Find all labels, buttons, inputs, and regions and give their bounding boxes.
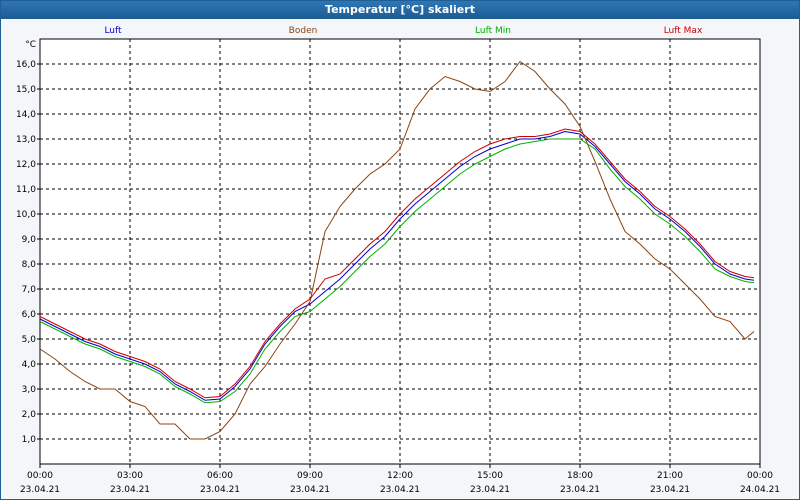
x-tick-time-label: 21:00 <box>657 471 683 481</box>
x-tick-time-label: 03:00 <box>117 471 143 481</box>
x-tick-date-label: 24.04.21 <box>740 485 780 495</box>
y-tick-label: 12,0 <box>16 160 36 170</box>
series-layer <box>39 60 755 440</box>
grid <box>40 39 760 464</box>
legend-entry-boden: Boden <box>289 26 318 36</box>
y-tick-label: 8,0 <box>22 260 37 270</box>
x-tick-time-label: 06:00 <box>207 471 233 481</box>
axes: 1,0 2,0 3,0 4,0 5,0 6,0 7,0 8,0 9,0 10,0 11,0 12,0 1… <box>16 40 780 495</box>
y-tick-label: 2,0 <box>22 410 37 420</box>
legend-entry-luft-min: Luft Min <box>475 26 511 36</box>
x-tick-date-label: 23.04.21 <box>380 485 420 495</box>
x-tick-date-label: 23.04.21 <box>110 485 150 495</box>
y-tick-label: 4,0 <box>22 360 37 370</box>
y-tick-label: 13,0 <box>16 135 36 145</box>
legend: Luft Boden Luft Min Luft Max <box>104 26 703 36</box>
series-line-luft <box>39 130 755 401</box>
y-tick-label: 6,0 <box>22 310 37 320</box>
x-tick-time-label: 12:00 <box>387 471 413 481</box>
legend-entry-luft-max: Luft Max <box>664 26 703 36</box>
y-tick-label: 14,0 <box>16 110 36 120</box>
y-tick-label: 7,0 <box>22 285 37 295</box>
series-line-boden <box>39 60 755 440</box>
series-line-luft-max <box>39 128 755 399</box>
y-tick-label: 10,0 <box>16 210 36 220</box>
y-tick-label: 3,0 <box>22 385 37 395</box>
x-tick-date-label: 23.04.21 <box>470 485 510 495</box>
x-tick-time-label: 09:00 <box>297 471 323 481</box>
y-tick-label: 9,0 <box>22 235 37 245</box>
x-tick-date-label: 23.04.21 <box>290 485 330 495</box>
x-tick-date-label: 23.04.21 <box>560 485 600 495</box>
x-tick-time-label: 00:00 <box>27 471 53 481</box>
y-tick-label: 15,0 <box>16 85 36 95</box>
y-tick-label: 11,0 <box>16 185 36 195</box>
x-tick-date-label: 23.04.21 <box>20 485 60 495</box>
x-tick-time-label: 18:00 <box>567 471 593 481</box>
window-title: Temperatur [°C] skaliert <box>1 1 799 19</box>
x-tick-time-label: 15:00 <box>477 471 503 481</box>
y-tick-label: 16,0 <box>16 60 36 70</box>
y-tick-label: 1,0 <box>22 435 37 445</box>
x-tick-date-label: 23.04.21 <box>200 485 240 495</box>
y-axis-unit-label: °C <box>25 40 36 50</box>
x-tick-date-label: 23.04.21 <box>650 485 690 495</box>
y-tick-label: 5,0 <box>22 335 37 345</box>
x-tick-time-label: 00:00 <box>747 471 773 481</box>
legend-entry-luft: Luft <box>104 26 122 36</box>
series-line-luft-min <box>39 138 755 404</box>
